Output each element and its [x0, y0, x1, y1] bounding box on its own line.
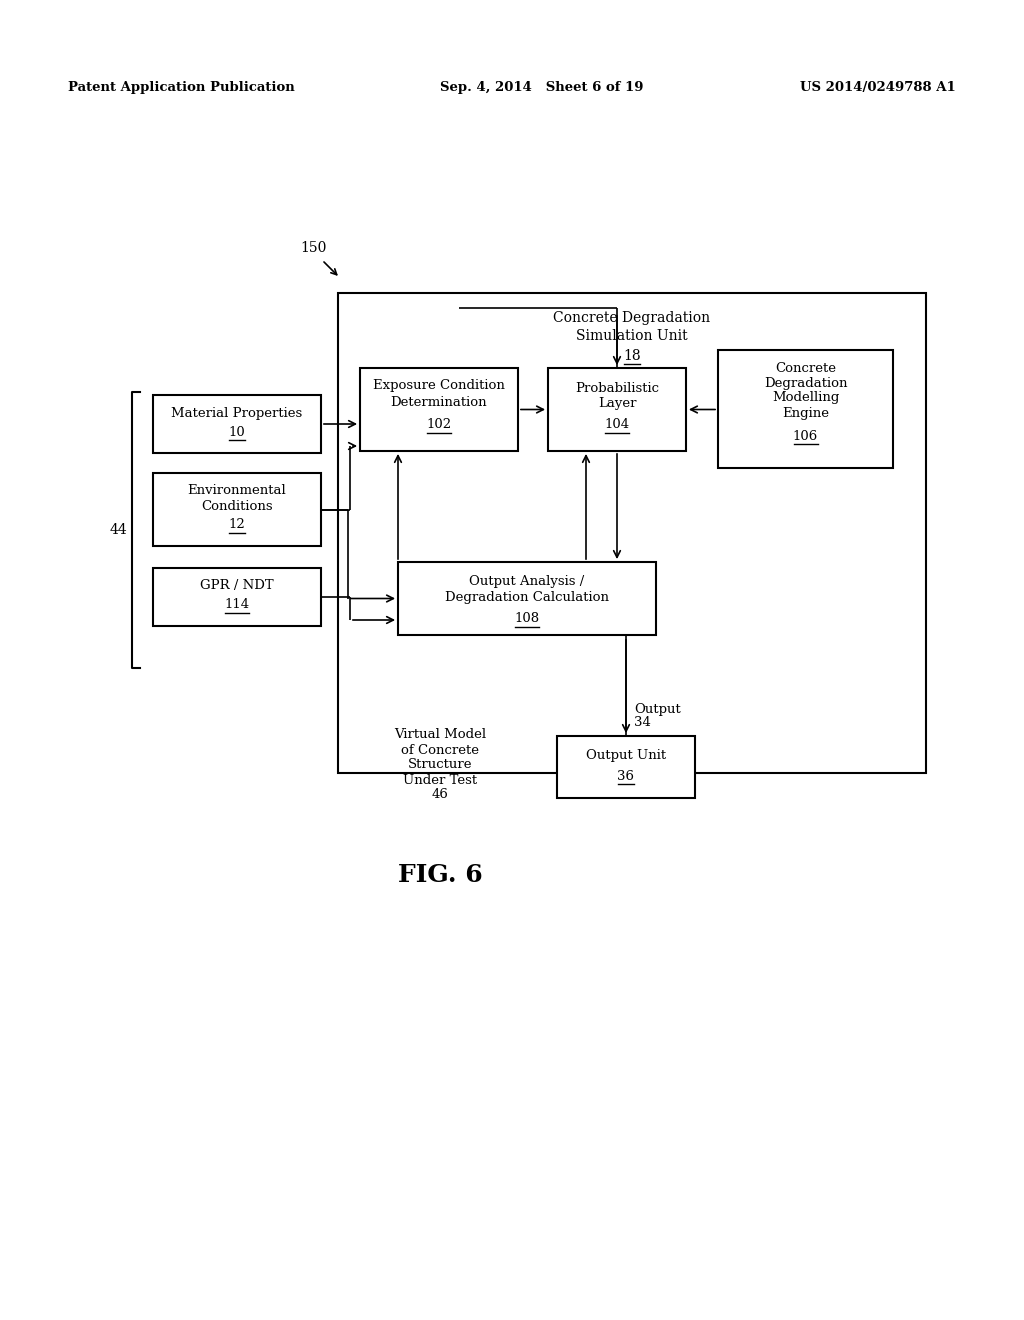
- Text: Concrete: Concrete: [775, 362, 836, 375]
- Text: 114: 114: [224, 598, 250, 611]
- Text: 102: 102: [426, 418, 452, 432]
- Bar: [557, 737, 695, 799]
- Text: Sep. 4, 2014   Sheet 6 of 19: Sep. 4, 2014 Sheet 6 of 19: [440, 82, 643, 95]
- Text: Patent Application Publication: Patent Application Publication: [68, 82, 295, 95]
- Text: Exposure Condition: Exposure Condition: [373, 380, 505, 392]
- Text: 150: 150: [300, 242, 327, 255]
- Text: of Concrete: of Concrete: [401, 743, 479, 756]
- Text: 36: 36: [617, 770, 635, 783]
- Text: 10: 10: [228, 425, 246, 438]
- Bar: [153, 568, 321, 626]
- Text: Output Unit: Output Unit: [586, 750, 666, 763]
- Bar: [398, 562, 656, 635]
- Text: Under Test: Under Test: [402, 774, 477, 787]
- Text: Determination: Determination: [391, 396, 487, 408]
- Text: Concrete Degradation: Concrete Degradation: [553, 312, 711, 325]
- Text: FIG. 6: FIG. 6: [397, 863, 482, 887]
- Text: Engine: Engine: [782, 407, 829, 420]
- Text: Output: Output: [634, 704, 681, 717]
- Text: Modelling: Modelling: [772, 392, 840, 404]
- Text: 12: 12: [228, 519, 246, 532]
- Text: Degradation Calculation: Degradation Calculation: [445, 590, 609, 603]
- Text: Structure: Structure: [408, 759, 472, 771]
- Text: Virtual Model: Virtual Model: [394, 729, 486, 742]
- Bar: [153, 473, 321, 546]
- Text: 106: 106: [793, 429, 818, 442]
- Text: Output Analysis /: Output Analysis /: [469, 576, 585, 589]
- Text: 108: 108: [514, 612, 540, 626]
- Text: 104: 104: [604, 418, 630, 432]
- Bar: [153, 395, 321, 453]
- Text: 44: 44: [110, 523, 127, 537]
- Text: 18: 18: [624, 348, 641, 363]
- Text: Simulation Unit: Simulation Unit: [577, 329, 688, 343]
- Text: Environmental: Environmental: [187, 484, 287, 498]
- Text: 34: 34: [634, 715, 651, 729]
- Bar: [718, 350, 893, 469]
- Text: Material Properties: Material Properties: [171, 408, 303, 421]
- Text: 46: 46: [431, 788, 449, 801]
- Bar: [338, 293, 926, 774]
- Bar: [548, 368, 686, 451]
- Text: Layer: Layer: [598, 396, 636, 409]
- Text: US 2014/0249788 A1: US 2014/0249788 A1: [800, 82, 956, 95]
- Bar: [360, 368, 518, 451]
- Text: Conditions: Conditions: [201, 500, 272, 513]
- Text: Degradation: Degradation: [764, 376, 847, 389]
- Text: GPR / NDT: GPR / NDT: [200, 579, 273, 593]
- Text: Probabilistic: Probabilistic: [575, 381, 659, 395]
